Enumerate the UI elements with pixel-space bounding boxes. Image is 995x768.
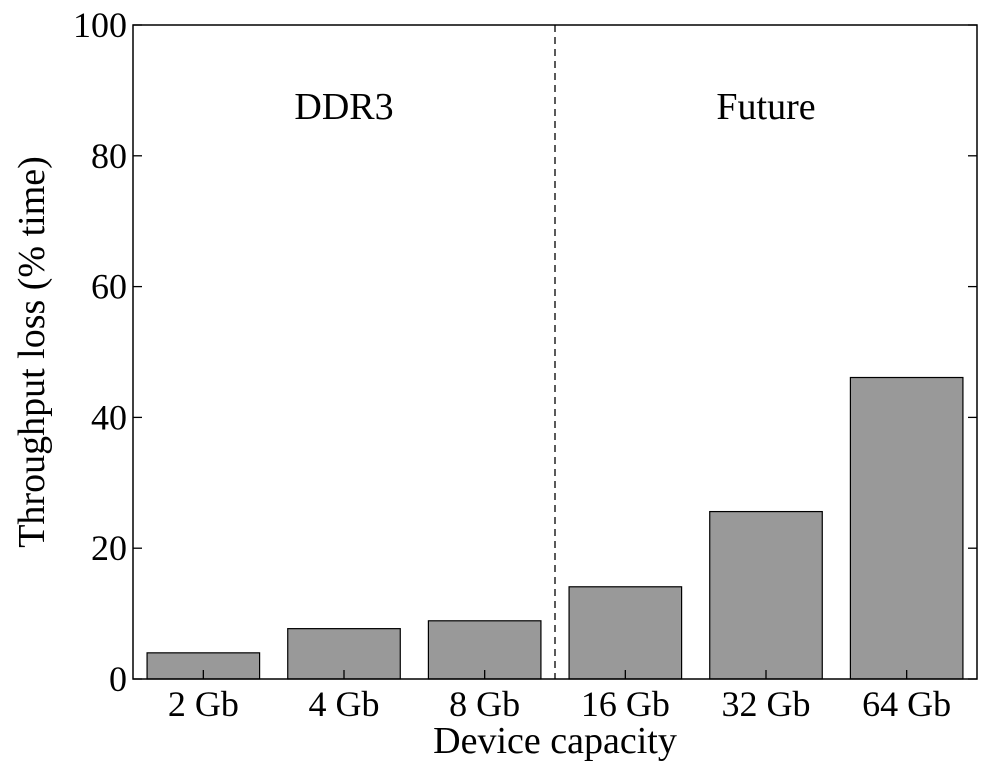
region-label-ddr3: DDR3 xyxy=(294,86,393,128)
y-tick-label: 0 xyxy=(109,659,127,699)
y-tick-label: 40 xyxy=(91,397,127,437)
x-ticks-group: 2 Gb 4 Gb 8 Gb 16 Gb 32 Gb 64 Gb xyxy=(168,670,951,724)
y-tick-label: 80 xyxy=(91,136,127,176)
y-tick-label: 60 xyxy=(91,267,127,307)
x-axis-title: Device capacity xyxy=(433,720,677,762)
plot-frame xyxy=(132,24,978,680)
region-label-future: Future xyxy=(716,86,815,128)
x-tick-label: 4 Gb xyxy=(309,684,380,724)
y-axis-title: Throughput loss (% time) xyxy=(11,156,53,548)
x-tick-label: 32 Gb xyxy=(722,684,811,724)
y-ticks-group: 0 20 40 60 80 100 xyxy=(73,5,977,699)
bar-64gb xyxy=(849,376,964,680)
bar-16gb xyxy=(568,586,683,680)
y-tick-label: 20 xyxy=(91,528,127,568)
x-tick-label: 8 Gb xyxy=(449,684,520,724)
region-labels-group: DDR3 Future xyxy=(294,86,815,128)
x-tick-label: 2 Gb xyxy=(168,684,239,724)
bars-group xyxy=(146,376,964,680)
x-tick-label: 64 Gb xyxy=(862,684,951,724)
x-tick-label: 16 Gb xyxy=(581,684,670,724)
y-tick-label: 100 xyxy=(73,5,127,45)
bar-8gb xyxy=(427,620,542,680)
bar-32gb xyxy=(709,510,823,680)
